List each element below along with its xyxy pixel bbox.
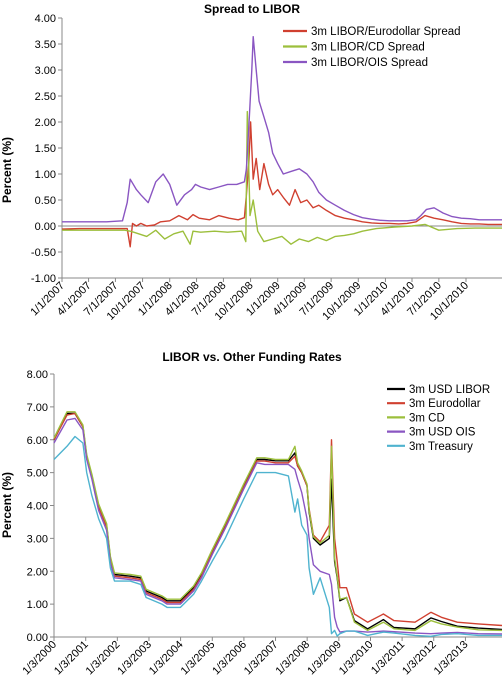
spread-ytick-label: 0.50 xyxy=(35,195,56,207)
funding-ytick-label: 3.00 xyxy=(27,533,48,545)
spread-series-line-1 xyxy=(62,110,502,245)
funding-ytick-label: 0.00 xyxy=(27,632,48,644)
spread-ytick-label: 2.50 xyxy=(35,91,56,103)
funding-ytick-label: 2.00 xyxy=(27,566,48,578)
funding-xtick-label: 1/3/2004 xyxy=(147,639,186,678)
funding-legend-label-0: 3m USD LIBOR xyxy=(409,384,490,396)
funding-ytick-label: 7.00 xyxy=(27,402,48,414)
funding-ytick-label: 4.00 xyxy=(27,501,48,513)
funding-legend-label-4: 3m Treasury xyxy=(409,441,473,453)
funding-chart-title: LIBOR vs. Other Funding Rates xyxy=(162,350,342,364)
funding-ytick-label: 5.00 xyxy=(27,468,48,480)
funding-xtick-label: 1/3/2013 xyxy=(432,639,471,678)
spread-series-line-0 xyxy=(61,121,502,248)
spread-legend-label-0: 3m LIBOR/Eurodollar Spread xyxy=(311,26,461,38)
spread-ytick-label: 4.00 xyxy=(35,13,56,25)
spread-ytick-label: 3.50 xyxy=(35,39,56,51)
funding-xtick-label: 1/3/2000 xyxy=(20,639,59,678)
spread-ytick-label: 0.00 xyxy=(35,221,56,233)
funding-legend-label-2: 3m CD xyxy=(409,412,445,424)
funding-legend-label-3: 3m USD OIS xyxy=(409,427,476,439)
funding-xtick-label: 1/3/2012 xyxy=(400,639,439,678)
spread-series-line-2 xyxy=(62,36,502,223)
funding-ytick-label: 8.00 xyxy=(27,369,48,381)
spread-ytick-label: 1.00 xyxy=(35,169,56,181)
spread-ytick-label: -0.50 xyxy=(31,247,56,259)
spread-legend-label-2: 3m LIBOR/OIS Spread xyxy=(311,57,428,69)
spread-chart-title: Spread to LIBOR xyxy=(204,2,300,16)
spread-ytick-label: 3.00 xyxy=(35,65,56,77)
spread-chart: Spread to LIBOR Percent (%) -1.00 -0.50 0.… xyxy=(0,2,502,323)
funding-series-line-3 xyxy=(53,417,502,635)
funding-rates-chart: LIBOR vs. Other Funding Rates Percent (%… xyxy=(0,350,502,677)
funding-xtick-label: 1/3/2010 xyxy=(337,639,376,678)
spread-chart-plot-area: -1.00 -0.50 0.00 0.50 1.00 1.50 2.00 2.50 3.00 3.… xyxy=(28,13,502,323)
spread-ytick-label: 2.00 xyxy=(35,117,56,129)
funding-series-line-4 xyxy=(53,435,502,637)
funding-ytick-label: 1.00 xyxy=(27,599,48,611)
funding-chart-plot-area: 0.00 1.00 2.00 3.00 4.00 5.00 6.00 7.00 8.00 1/3/… xyxy=(20,369,502,677)
spread-legend-label-1: 3m LIBOR/CD Spread xyxy=(311,42,425,54)
spread-ytick-label: -1.00 xyxy=(31,273,56,285)
funding-legend-label-1: 3m Eurodollar xyxy=(409,398,481,410)
spread-ytick-label: 1.50 xyxy=(35,143,56,155)
funding-series-line-2 xyxy=(53,411,502,632)
spread-chart-ylabel: Percent (%) xyxy=(0,137,14,203)
funding-xtick-label: 1/3/2008 xyxy=(274,639,313,678)
funding-ytick-label: 6.00 xyxy=(27,435,48,447)
funding-chart-ylabel: Percent (%) xyxy=(0,472,14,538)
